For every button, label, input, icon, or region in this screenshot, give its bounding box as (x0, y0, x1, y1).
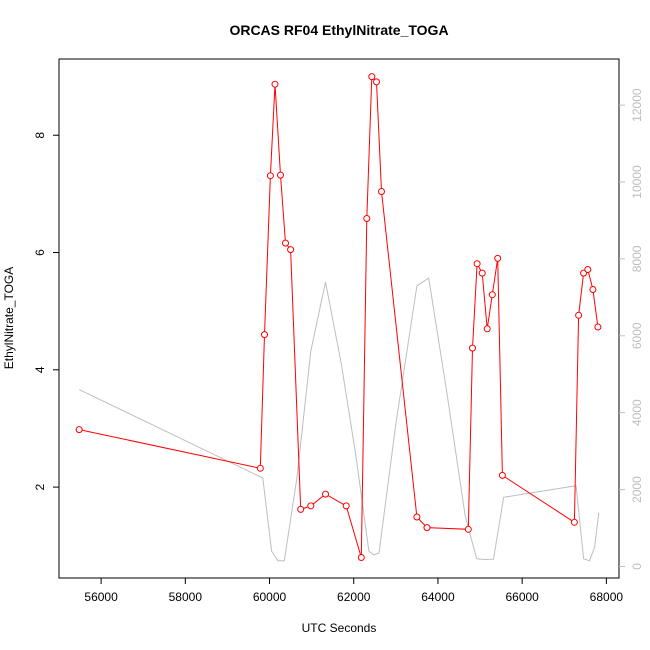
data-point (478, 269, 486, 277)
data-point (342, 502, 350, 510)
data-point (594, 323, 602, 331)
data-point (413, 513, 421, 521)
data-point (589, 286, 597, 293)
y-tick-label: 2 (33, 483, 47, 490)
y2-tick-label: 6000 (630, 322, 644, 349)
y2-tick-label: 12000 (630, 88, 644, 122)
data-point (584, 266, 592, 273)
data-point (423, 524, 431, 532)
data-point (378, 188, 385, 195)
data-point (282, 239, 289, 247)
data-point (271, 80, 279, 88)
data-point (368, 73, 376, 81)
data-point (75, 426, 83, 434)
data-point (473, 260, 481, 268)
data-point (322, 490, 329, 498)
data-point (297, 505, 305, 513)
plot-area: 56000 58000 60000 62000 64000 66000 6800024680… (33, 58, 644, 604)
y2-tick-label: 4000 (630, 399, 644, 426)
series-right-line (78, 277, 600, 562)
data-point (469, 344, 476, 352)
y-tick-label: 8 (33, 132, 47, 139)
data-point (277, 171, 284, 179)
data-point (464, 525, 472, 533)
data-point (256, 464, 264, 472)
y-tick-label: 6 (33, 249, 47, 256)
y2-tick-label: 0 (630, 563, 644, 570)
y-tick-label: 4 (33, 366, 47, 373)
data-point (357, 554, 365, 561)
x-tick-label: 66000 (505, 590, 539, 604)
x-axis-label: UTC Seconds (302, 621, 377, 635)
data-point (363, 215, 371, 222)
data-point (287, 246, 295, 254)
plot-frame (58, 58, 620, 579)
data-point (266, 172, 274, 180)
x-tick-label: 68000 (590, 590, 624, 604)
data-point (575, 311, 583, 319)
data-point (494, 254, 502, 262)
data-point (498, 471, 506, 479)
x-tick-label: 60000 (253, 590, 287, 604)
y2-tick-label: 8000 (630, 245, 644, 272)
chart-title: ORCAS RF04 EthylNitrate_TOGA (229, 22, 448, 38)
y-axis-label: EthylNitrate_TOGA (2, 267, 16, 369)
data-point (373, 78, 380, 86)
x-tick-label: 62000 (337, 590, 371, 604)
data-point (570, 518, 578, 526)
x-tick-label: 58000 (169, 590, 203, 604)
x-tick-label: 56000 (84, 590, 118, 604)
data-point (307, 502, 315, 510)
y2-tick-label: 2000 (630, 476, 644, 503)
data-point (488, 291, 496, 299)
data-point (483, 325, 491, 333)
y2-tick-label: 10000 (630, 165, 644, 199)
x-tick-label: 64000 (421, 590, 455, 604)
data-point (261, 331, 268, 339)
